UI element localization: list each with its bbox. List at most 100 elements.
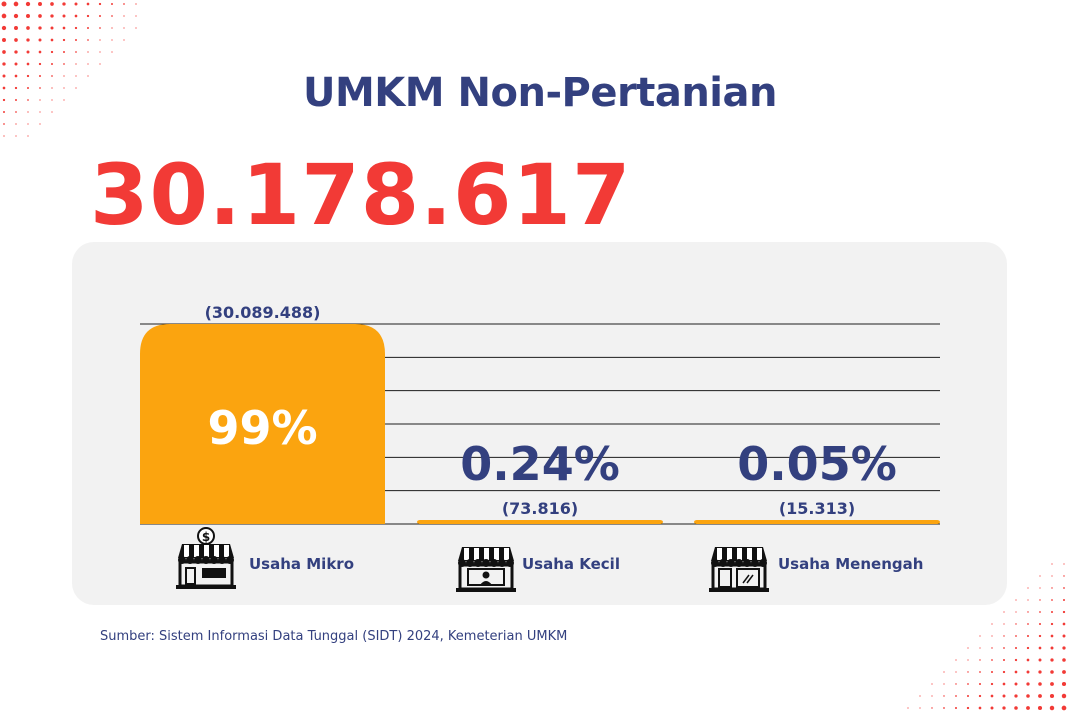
decor-dot xyxy=(63,51,65,53)
decor-dot xyxy=(1051,587,1053,589)
decor-dot xyxy=(1026,706,1030,710)
decor-dot xyxy=(1039,575,1041,577)
decor-dot xyxy=(51,111,53,113)
decor-dot xyxy=(27,123,29,125)
decor-dot xyxy=(1062,598,1066,602)
decor-dot xyxy=(1038,634,1042,638)
decor-dot xyxy=(1051,599,1053,601)
decor-dot xyxy=(39,99,41,101)
decor-dot xyxy=(1026,646,1030,650)
decor-dot xyxy=(966,706,970,710)
decor-dot xyxy=(62,14,66,18)
decor-dot xyxy=(1026,634,1030,638)
decor-dot xyxy=(38,50,42,54)
decor-dot xyxy=(1002,706,1006,710)
decor-dot xyxy=(966,694,970,698)
decor-dot xyxy=(27,87,29,89)
decor-dot xyxy=(111,15,113,17)
decor-dot xyxy=(50,14,54,18)
bar-value-label: (30.089.488) xyxy=(205,303,321,322)
decorative-dots-bottom-right xyxy=(907,563,1067,711)
decor-dot xyxy=(1002,682,1006,686)
decor-dot xyxy=(87,75,89,77)
decor-dot xyxy=(1,1,7,7)
decor-dot xyxy=(62,26,66,30)
category-label: Usaha Kecil xyxy=(522,555,620,573)
bar-usaha-kecil xyxy=(417,520,663,524)
decor-dot xyxy=(955,671,957,673)
decor-dot xyxy=(1062,658,1066,662)
decor-dot xyxy=(1061,693,1067,699)
decor-dot xyxy=(38,2,42,6)
decor-dot xyxy=(87,39,89,41)
decor-dot xyxy=(1014,706,1018,710)
decor-dot xyxy=(979,635,981,637)
decor-dot xyxy=(1062,610,1066,614)
decor-dot xyxy=(1015,635,1017,637)
category-label: Usaha Mikro xyxy=(249,555,354,573)
decor-dot xyxy=(99,15,101,17)
decor-dot xyxy=(1038,682,1042,686)
decor-dot xyxy=(1050,682,1054,686)
decor-dot xyxy=(99,39,101,41)
decor-dot xyxy=(991,623,993,625)
decor-dot xyxy=(74,26,78,30)
decor-dot xyxy=(99,63,101,65)
decor-dot xyxy=(978,682,982,686)
decor-dot xyxy=(75,51,77,53)
source-note: Sumber: Sistem Informasi Data Tunggal (S… xyxy=(100,629,568,644)
decor-dot xyxy=(1063,563,1065,565)
decor-dot xyxy=(3,135,5,137)
decor-dot xyxy=(943,671,945,673)
decor-dot xyxy=(919,707,921,709)
decor-dot xyxy=(2,62,6,66)
decor-dot xyxy=(931,695,933,697)
decor-dot xyxy=(63,99,65,101)
decor-dot xyxy=(1038,658,1042,662)
decorative-dots-top-left xyxy=(1,1,137,137)
decor-dot xyxy=(931,707,933,709)
decor-dot xyxy=(1049,693,1055,699)
decor-dot xyxy=(3,111,5,113)
decor-dot xyxy=(123,27,125,29)
decor-dot xyxy=(990,694,994,698)
decor-dot xyxy=(1039,611,1041,613)
decor-dot xyxy=(1050,658,1054,662)
decor-dot xyxy=(991,647,993,649)
decor-dot xyxy=(15,135,17,137)
decor-dot xyxy=(943,683,945,685)
decor-dot xyxy=(87,27,89,29)
decor-dot xyxy=(62,2,66,6)
decor-dot xyxy=(1002,658,1006,662)
decor-dot xyxy=(15,99,17,101)
decor-dot xyxy=(38,14,42,18)
decor-dot xyxy=(955,695,957,697)
decor-dot xyxy=(50,38,54,42)
decor-dot xyxy=(1049,705,1055,711)
bar-usaha-menengah xyxy=(694,520,940,524)
bar-value-label: (15.313) xyxy=(779,499,855,518)
decor-dot xyxy=(1,25,7,31)
decor-dot xyxy=(1050,634,1054,638)
decor-dot xyxy=(1038,622,1042,626)
bar-percent-label: 99% xyxy=(207,401,317,455)
decor-dot xyxy=(123,3,125,5)
decor-dot xyxy=(1061,705,1067,711)
decor-dot xyxy=(75,63,77,65)
decor-dot xyxy=(1063,587,1065,589)
decor-dot xyxy=(75,39,77,41)
decor-dot xyxy=(943,707,945,709)
decor-dot xyxy=(1027,599,1029,601)
decor-dot xyxy=(991,659,993,661)
decor-dot xyxy=(955,683,957,685)
bar-usaha-mikro xyxy=(140,324,385,524)
decor-dot xyxy=(931,683,933,685)
decor-dot xyxy=(63,75,65,77)
decor-dot xyxy=(15,111,17,113)
decor-dot xyxy=(2,38,6,42)
decor-dot xyxy=(51,87,53,89)
decor-dot xyxy=(1015,611,1017,613)
decor-dot xyxy=(123,15,125,17)
decor-dot xyxy=(1063,575,1065,577)
kiosk-shop-icon xyxy=(456,547,516,592)
